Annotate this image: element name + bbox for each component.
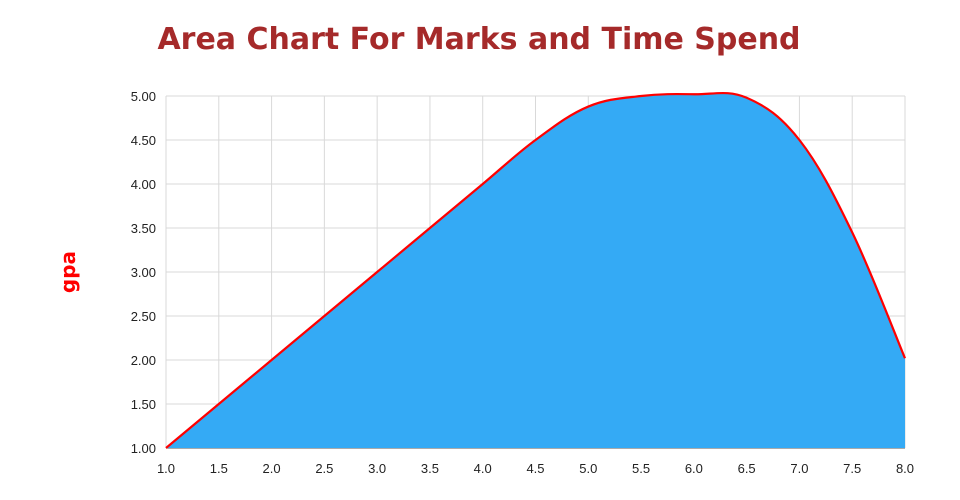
data-points bbox=[165, 94, 906, 449]
chart-title: Area Chart For Marks and Time Spend bbox=[157, 22, 801, 57]
x-tick-label: 2.5 bbox=[315, 461, 333, 476]
x-tick-label: 3.0 bbox=[368, 461, 386, 476]
x-axis-ticks: 1.0 1.5 2.0 2.5 3.0 3.5 4.0 4.5 5.0 5.5 6.0 6.5 7.0 7… bbox=[157, 461, 914, 476]
x-tick-label: 4.0 bbox=[474, 461, 492, 476]
y-tick-label: 4.50 bbox=[131, 133, 156, 148]
x-tick-label: 1.0 bbox=[157, 461, 175, 476]
x-tick-label: 4.5 bbox=[526, 461, 544, 476]
series-line bbox=[165, 91, 907, 449]
x-tick-label: 5.0 bbox=[579, 461, 597, 476]
y-axis-ticks: 1.00 1.50 2.00 2.50 3.00 3.50 4.00 4.50 5.00 bbox=[131, 89, 156, 456]
x-tick-label: 7.5 bbox=[843, 461, 861, 476]
area-fill bbox=[166, 93, 905, 448]
x-tick-label: 7.0 bbox=[790, 461, 808, 476]
y-tick-label: 1.50 bbox=[131, 397, 156, 412]
x-tick-label: 6.0 bbox=[685, 461, 703, 476]
y-tick-label: 2.50 bbox=[131, 309, 156, 324]
x-tick-label: 8.0 bbox=[896, 461, 914, 476]
y-tick-label: 4.00 bbox=[131, 177, 156, 192]
x-tick-label: 1.5 bbox=[210, 461, 228, 476]
y-tick-label: 1.00 bbox=[131, 441, 156, 456]
y-tick-label: 5.00 bbox=[131, 89, 156, 104]
x-tick-label: 5.5 bbox=[632, 461, 650, 476]
x-tick-label: 6.5 bbox=[738, 461, 756, 476]
y-tick-label: 3.00 bbox=[131, 265, 156, 280]
y-tick-label: 2.00 bbox=[131, 353, 156, 368]
x-tick-label: 2.0 bbox=[263, 461, 281, 476]
y-tick-label: 3.50 bbox=[131, 221, 156, 236]
x-tick-label: 3.5 bbox=[421, 461, 439, 476]
